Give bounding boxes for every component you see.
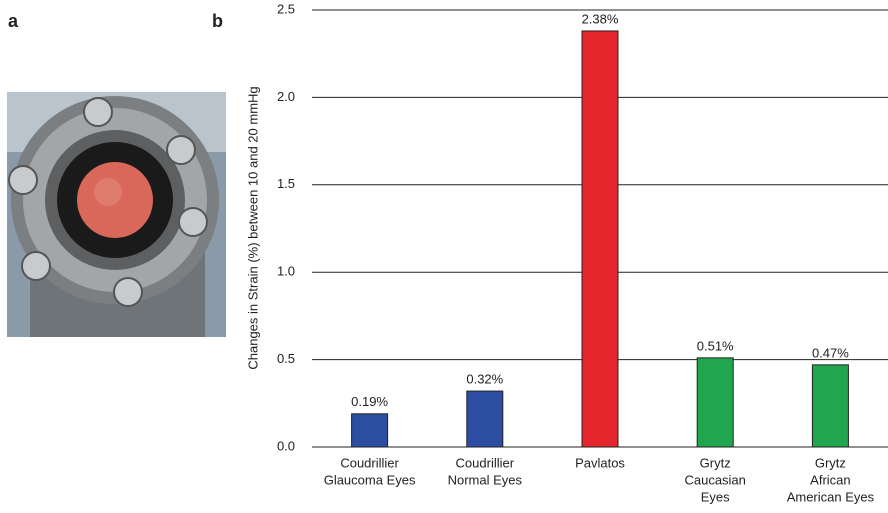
value-label: 2.38% — [582, 11, 619, 26]
y-tick-label: 2.0 — [277, 89, 295, 104]
value-label: 0.19% — [351, 394, 388, 409]
y-tick-label: 0.5 — [277, 351, 295, 366]
x-tick-label: Glaucoma Eyes — [324, 472, 416, 487]
y-tick-label: 0.0 — [277, 438, 295, 453]
value-label: 0.51% — [697, 338, 734, 353]
x-tick-label: Coudrillier — [340, 455, 399, 470]
figure: a b Changes in Strain (%) between 10 and… — [0, 0, 888, 508]
x-tick-label: Normal Eyes — [448, 472, 523, 487]
bar — [582, 31, 618, 447]
x-tick-label: Coudrillier — [456, 455, 515, 470]
bar — [352, 414, 388, 447]
bar — [467, 391, 503, 447]
x-tick-label: Grytz — [815, 455, 846, 470]
x-tick-label: Eyes — [701, 489, 730, 504]
x-tick-label: Grytz — [700, 455, 731, 470]
panel-label: b — [212, 11, 223, 31]
value-label: 0.32% — [466, 372, 503, 387]
value-label: 0.47% — [812, 345, 849, 360]
x-tick-label: African — [810, 472, 850, 487]
photo — [7, 92, 226, 337]
y-tick-label: 1.0 — [277, 264, 295, 279]
bar — [812, 365, 848, 447]
x-tick-label: Pavlatos — [575, 455, 625, 470]
x-tick-label: Caucasian — [684, 472, 745, 487]
x-tick-label: American Eyes — [787, 489, 875, 504]
y-tick-label: 2.5 — [277, 1, 295, 16]
y-tick-label: 1.5 — [277, 176, 295, 191]
panel-label: a — [8, 11, 19, 31]
y-axis-label: Changes in Strain (%) between 10 and 20 … — [245, 86, 260, 369]
bar — [697, 358, 733, 447]
